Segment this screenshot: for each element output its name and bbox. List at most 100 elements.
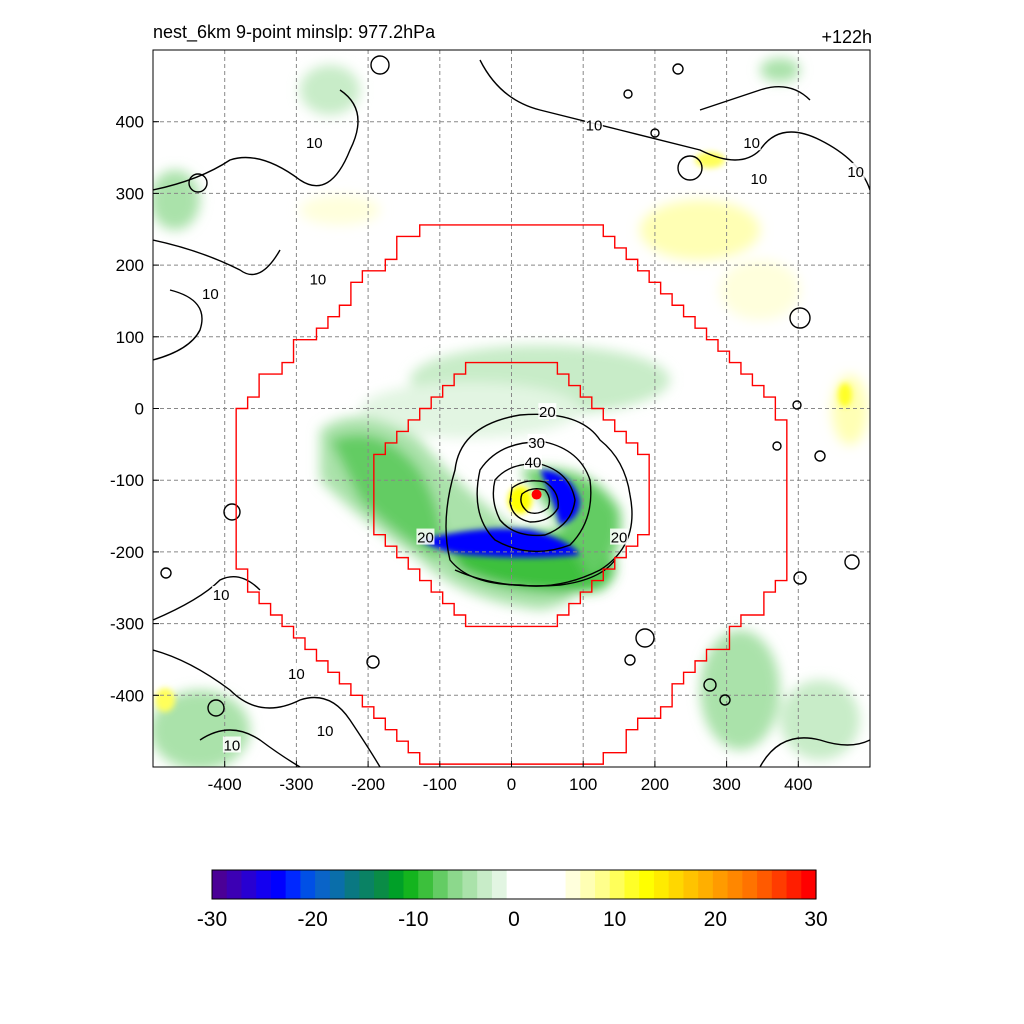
colorbar-swatch [418, 870, 434, 899]
contour-label-bg [749, 170, 768, 187]
contour-label: 10 [317, 723, 334, 740]
contour-label: 10 [743, 135, 760, 152]
x-axis: -400 -300 -200 -100 0 100 200 300 400 [208, 761, 812, 794]
contour-label: 10 [847, 164, 864, 181]
x-tick-label: -100 [423, 775, 457, 794]
colorbar-tick-label: -30 [197, 908, 227, 931]
contour-label-bg [308, 270, 327, 287]
colorbar-swatch [270, 870, 287, 899]
plot-title-right: +122h [821, 27, 872, 47]
x-tick-label: -200 [351, 775, 385, 794]
contour-label-bg [846, 162, 865, 179]
contour-label: 10 [586, 117, 603, 134]
colorbar-swatch [403, 870, 419, 899]
contour-label: 10 [224, 737, 241, 754]
colorbar-swatch [683, 870, 699, 899]
colorbar-swatch [344, 870, 360, 899]
colorbar-tick-label: -20 [297, 908, 327, 931]
colorbar-swatch [536, 870, 552, 899]
contour-label: 10 [213, 587, 230, 604]
storm-center-dot [531, 489, 542, 500]
colorbar-swatch [757, 870, 773, 899]
colorbar-swatch [329, 870, 346, 899]
y-tick-label: -200 [110, 543, 144, 562]
colorbar-frame [211, 869, 817, 900]
colorbar-tick-label: 20 [704, 908, 727, 931]
colorbar-swatch [624, 870, 640, 899]
colorbar-tick-label: 10 [603, 908, 626, 931]
colorbar-tick-label: 0 [508, 908, 520, 931]
contour-label-bg [610, 528, 629, 545]
shaded-field [153, 58, 868, 767]
contour-label-bg [201, 284, 220, 301]
x-tick-label: 400 [784, 775, 812, 794]
colorbar-swatch [212, 870, 228, 899]
colorbar-swatch [462, 870, 478, 899]
colorbar-swatch [668, 870, 685, 899]
colorbar-swatch [786, 870, 802, 899]
colorbar-swatch [609, 870, 626, 899]
colorbar-swatch [374, 870, 390, 899]
contour-label: 10 [310, 271, 327, 288]
colorbar-tick-label: -10 [398, 908, 428, 931]
colorbar-swatch [653, 870, 670, 899]
contour-label-bg [316, 722, 335, 739]
contour-label-bg [584, 116, 603, 133]
contour-label-bg [287, 664, 306, 681]
contour-label-bg [212, 585, 231, 602]
x-tick-label: 100 [569, 775, 597, 794]
colorbar-swatch [477, 870, 493, 899]
contour-label-bg [538, 403, 557, 420]
colorbar-swatch [285, 870, 301, 899]
colorbar-swatch [241, 870, 257, 899]
x-tick-label: 0 [507, 775, 516, 794]
contour-label: 10 [306, 135, 323, 152]
x-tick-label: 200 [641, 775, 669, 794]
contour-label-bg [416, 528, 435, 545]
colorbar-swatch [359, 870, 375, 899]
colorbar-swatch [595, 870, 611, 899]
contour-label: 30 [528, 435, 545, 452]
y-axis: -400 -300 -200 -100 0 100 200 300 400 [110, 113, 159, 705]
storm-center-marker [531, 489, 542, 500]
contour-label-bg [222, 736, 241, 753]
nest-boundary-outer [235, 224, 788, 765]
colorbar-swatch [698, 870, 714, 899]
y-tick-label: 0 [135, 400, 144, 419]
contour-label: 20 [539, 404, 556, 421]
colorbar-swatch [742, 870, 758, 899]
y-tick-label: 100 [116, 328, 144, 347]
colorbar-swatch [580, 870, 596, 899]
contour-label: 10 [288, 666, 305, 683]
colorbar: -30 -20 -10 0 10 20 30 [197, 869, 828, 931]
contour-label: 20 [417, 530, 434, 547]
colorbar-swatch [388, 870, 405, 899]
x-tick-label: 300 [712, 775, 740, 794]
colorbar-swatch [727, 870, 743, 899]
colorbar-swatch [712, 870, 729, 899]
colorbar-swatch [771, 870, 788, 899]
y-tick-label: 200 [116, 256, 144, 275]
contour-label: 10 [202, 286, 219, 303]
contour-labels: 20 30 40 20 20 10 10 10 10 10 10 10 10 10 10 10 [201, 116, 865, 754]
y-tick-label: 400 [116, 113, 144, 132]
colorbar-swatch [639, 870, 655, 899]
y-tick-label: -400 [110, 686, 144, 705]
colorbar-swatch [565, 870, 581, 899]
plot-title-left: nest_6km 9-point minslp: 977.2hPa [153, 22, 436, 42]
colorbar-swatch [256, 870, 272, 899]
contour-label-bg [524, 453, 543, 470]
contour-label-bg [305, 134, 324, 151]
colorbar-swatch [432, 870, 449, 899]
colorbar-swatch [300, 870, 316, 899]
colorbar-tick-label: 30 [804, 908, 827, 931]
colorbar-swatch [801, 870, 817, 899]
colorbar-swatch [550, 870, 567, 899]
contour-label: 20 [611, 530, 628, 547]
nest-boundary-inner [373, 361, 650, 628]
contour-label: 40 [525, 454, 542, 471]
colorbar-swatch [506, 870, 522, 899]
colorbar-swatch [447, 870, 464, 899]
contour-label-bg [742, 134, 761, 151]
